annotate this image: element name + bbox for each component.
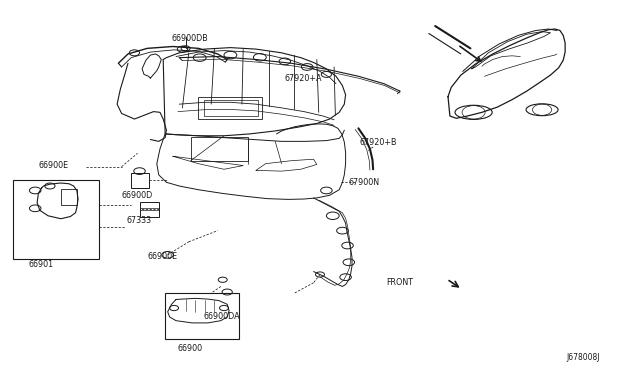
Bar (198, 97, 262, 119)
Bar (131, 173, 149, 188)
Text: 67920+A: 67920+A (285, 74, 323, 83)
Text: 66901: 66901 (29, 260, 54, 269)
Text: 67333: 67333 (127, 217, 152, 225)
Bar (140, 202, 159, 217)
Text: J678008J: J678008J (566, 353, 600, 362)
Text: FRONT: FRONT (386, 278, 413, 287)
Bar (61, 189, 77, 205)
Text: 67920+B: 67920+B (360, 138, 397, 147)
Bar (204, 100, 258, 116)
Bar (165, 293, 239, 339)
Text: 67900N: 67900N (349, 178, 380, 187)
Text: 66900E: 66900E (38, 161, 68, 170)
Bar (13, 180, 99, 259)
Text: 66900: 66900 (178, 344, 203, 353)
Bar (191, 137, 248, 161)
Text: 66900DA: 66900DA (204, 312, 240, 321)
Text: 66900D: 66900D (122, 191, 153, 200)
Text: 66900E: 66900E (147, 252, 177, 261)
Text: 66900DB: 66900DB (172, 34, 208, 43)
